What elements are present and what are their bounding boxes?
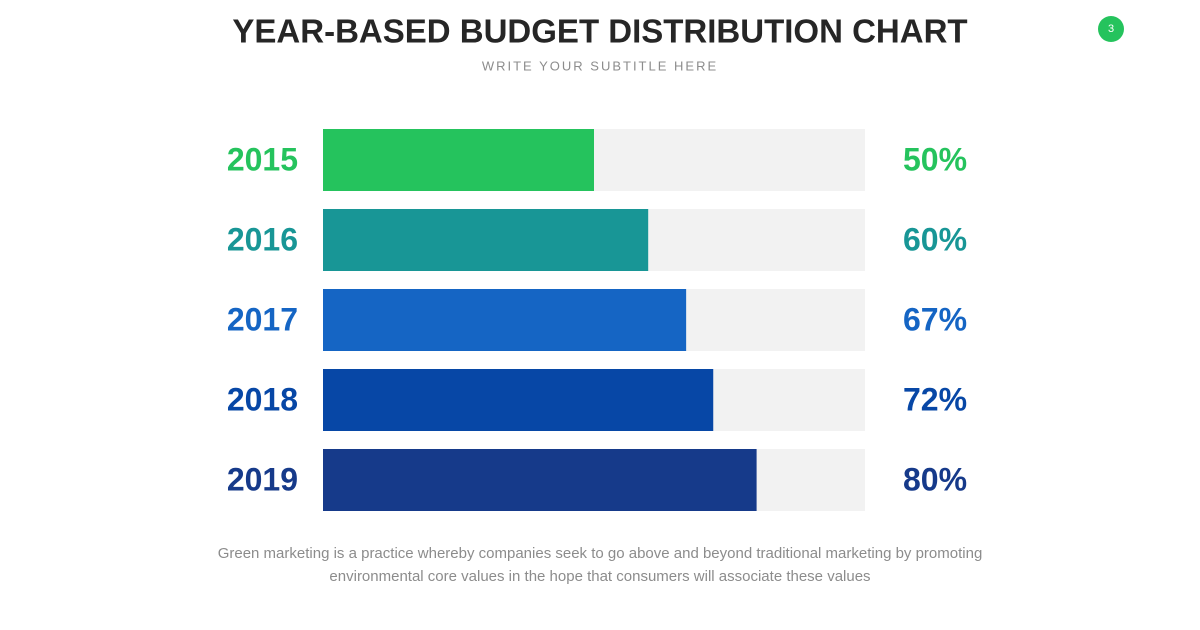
value-label: 80%: [903, 461, 967, 497]
page-number: 3: [1108, 23, 1114, 35]
page-badge: [1098, 16, 1124, 42]
category-label: 2018: [227, 381, 298, 417]
value-label: 67%: [903, 301, 967, 337]
description: environmental core values in the hope th…: [329, 568, 870, 585]
bar: [323, 209, 649, 271]
chart-subtitle: WRITE YOUR SUBTITLE HERE: [482, 58, 718, 73]
bar: [323, 369, 714, 431]
bar: [323, 129, 594, 191]
value-label: 60%: [903, 221, 967, 257]
category-label: 2017: [227, 301, 298, 337]
description: Green marketing is a practice whereby co…: [218, 545, 983, 562]
category-label: 2019: [227, 461, 298, 497]
value-label: 72%: [903, 381, 967, 417]
category-label: 2016: [227, 221, 298, 257]
chart-title: YEAR-BASED BUDGET DISTRIBUTION CHART: [232, 13, 967, 50]
value-label: 50%: [903, 141, 967, 177]
bar: [323, 449, 757, 511]
bar: [323, 289, 687, 351]
category-label: 2015: [227, 141, 298, 177]
